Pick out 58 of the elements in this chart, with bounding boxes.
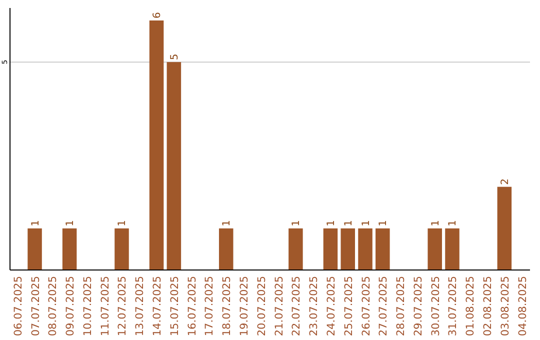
data-label: 1 <box>30 220 42 226</box>
x-tick-label: 31.07.2025 <box>447 276 460 336</box>
x-tick-label: 17.07.2025 <box>204 276 216 336</box>
x-tick-label: 18.07.2025 <box>221 276 234 336</box>
x-tick-label: 29.07.2025 <box>412 276 424 336</box>
bar <box>166 62 182 270</box>
x-tick-label: 03.08.2025 <box>499 276 512 336</box>
x-tick-label: 02.08.2025 <box>482 276 494 336</box>
data-label: 2 <box>500 178 511 185</box>
data-label: 1 <box>117 220 128 226</box>
data-label: 1 <box>360 220 372 226</box>
data-label: 1 <box>343 220 354 226</box>
x-tick-label: 04.08.2025 <box>516 276 529 336</box>
x-tick-label: 26.07.2025 <box>360 276 372 336</box>
data-label: 5 <box>169 54 180 60</box>
x-tick-label: 21.07.2025 <box>273 276 286 336</box>
data-label: 1 <box>326 220 337 226</box>
bar <box>445 228 460 270</box>
bar <box>323 228 338 270</box>
x-tick-label: 08.07.2025 <box>47 276 60 336</box>
bar <box>340 228 356 270</box>
data-label: 1 <box>65 220 76 226</box>
x-tick-label: 28.07.2025 <box>395 276 408 336</box>
x-tick-label: 23.07.2025 <box>308 276 320 336</box>
x-tick-label: 20.07.2025 <box>256 276 268 336</box>
data-label: 6 <box>152 12 164 18</box>
x-tick-label: 24.07.2025 <box>325 276 338 336</box>
x-tick-label: 07.07.2025 <box>30 276 42 336</box>
bar <box>114 228 129 270</box>
data-label: 1 <box>430 220 442 226</box>
bar <box>376 228 390 270</box>
x-tick-label: 10.07.2025 <box>82 276 94 336</box>
x-tick-label: 15.07.2025 <box>168 276 181 336</box>
x-tick-label: 06.07.2025 <box>12 276 24 336</box>
bar <box>149 20 164 270</box>
data-label: 1 <box>291 220 302 226</box>
x-tick-label: 01.08.2025 <box>464 276 477 336</box>
bar <box>428 228 442 270</box>
bar <box>62 228 77 270</box>
x-tick-label: 09.07.2025 <box>64 276 77 336</box>
x-tick-label: 14.07.2025 <box>152 276 164 336</box>
bar <box>288 228 303 270</box>
data-label: 1 <box>222 220 233 226</box>
data-label: 1 <box>378 220 390 226</box>
x-tick-label: 11.07.2025 <box>99 276 112 336</box>
bar <box>497 186 512 270</box>
x-tick-label: 22.07.2025 <box>290 276 303 336</box>
bar <box>358 228 372 270</box>
data-label: 1 <box>448 220 459 226</box>
x-tick-label: 19.07.2025 <box>238 276 251 336</box>
bar <box>218 228 234 270</box>
x-tick-label: 30.07.2025 <box>430 276 442 336</box>
bar <box>28 228 42 270</box>
x-tick-label: 27.07.2025 <box>378 276 390 336</box>
x-tick-label: 12.07.2025 <box>116 276 129 336</box>
x-tick-label: 13.07.2025 <box>134 276 146 336</box>
x-tick-label: 25.07.2025 <box>342 276 355 336</box>
x-tick-label: 16.07.2025 <box>186 276 198 336</box>
